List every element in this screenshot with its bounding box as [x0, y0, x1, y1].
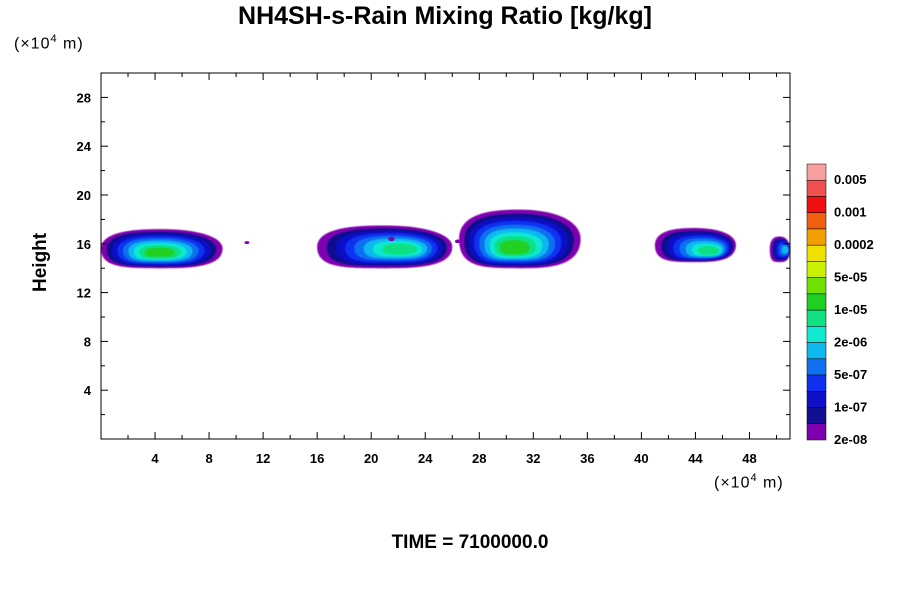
colorbar-label: 0.001: [834, 205, 867, 220]
x-tick-label: 16: [310, 451, 324, 466]
colorbar-swatch: [806, 293, 827, 311]
y-tick-label: 8: [84, 334, 91, 349]
colorbar-swatch: [806, 358, 827, 376]
x-tick-label: 28: [472, 451, 486, 466]
colorbar-swatch: [806, 244, 827, 262]
colorbar-swatch: [806, 309, 827, 327]
colorbar-swatch: [806, 228, 827, 246]
x-tick-label: 8: [205, 451, 212, 466]
y-tick-label: 12: [77, 286, 91, 301]
x-tick-label: 40: [634, 451, 648, 466]
colorbar-label: 5e-07: [834, 367, 867, 382]
cloud-contour: [499, 240, 530, 255]
colorbar-swatch: [806, 277, 827, 295]
cloud-cloud-4: [654, 227, 736, 263]
y-tick-label: 24: [77, 139, 92, 154]
x-tick-label: 20: [364, 451, 378, 466]
y-tick-label: 28: [77, 90, 91, 105]
colorbar-label: 0.005: [834, 172, 867, 187]
cloud-cloud-3: [459, 209, 581, 269]
x-tick-label: 44: [688, 451, 703, 466]
x-tick-label: 32: [526, 451, 540, 466]
plot-frame: [100, 72, 791, 440]
x-tick-label: 48: [742, 451, 756, 466]
chart-title: NH4SH-s-Rain Mixing Ratio [kg/kg]: [238, 2, 652, 30]
colorbar-swatch: [806, 179, 827, 197]
cloud-speck: [244, 241, 250, 245]
cloud-contour: [382, 243, 418, 255]
colorbar-swatch: [806, 423, 827, 441]
colorbar-swatch: [806, 374, 827, 392]
colorbar-swatch: [806, 196, 827, 213]
cloud-layer: [101, 209, 790, 269]
colorbar-swatch: [806, 261, 827, 278]
colorbar-swatch: [806, 163, 827, 181]
x-axis-unit: (×104 m): [714, 472, 784, 492]
colorbar-swatch: [806, 212, 827, 230]
x-tick-label: 24: [418, 451, 433, 466]
colorbar: 0.005 0.001 0.0002 5e-05 1e-05 2e-06 5e-07 1e-0…: [806, 163, 874, 447]
y-tick-label: 20: [77, 188, 91, 203]
cloud-speck: [388, 236, 395, 242]
colorbar-label: 1e-07: [834, 400, 867, 415]
cloud-cloud-1: [101, 229, 223, 269]
colorbar-swatch: [806, 391, 827, 408]
colorbar-swatch: [806, 326, 827, 343]
cloud-contour: [782, 245, 789, 254]
x-tick-label: 4: [151, 451, 159, 466]
y-axis-unit: (×104 m): [14, 33, 84, 53]
cloud-cloud-5: [769, 236, 790, 263]
time-label: TIME = 7100000.0: [391, 532, 549, 553]
cloud-cloud-2: [317, 225, 453, 269]
colorbar-label: 2e-08: [834, 432, 867, 447]
x-tick-label: 12: [256, 451, 270, 466]
x-tick-label: 36: [580, 451, 594, 466]
colorbar-label: 0.0002: [834, 237, 874, 252]
y-tick-label: 16: [77, 237, 91, 252]
colorbar-swatch: [806, 407, 827, 425]
cloud-speck: [454, 239, 461, 244]
y-tick-label: 4: [84, 383, 92, 398]
colorbar-label: 1e-05: [834, 302, 867, 317]
cloud-contour: [698, 246, 719, 255]
cloud-contour: [144, 247, 175, 258]
colorbar-swatch: [806, 342, 827, 360]
colorbar-label: 2e-06: [834, 335, 867, 350]
colorbar-label: 5e-05: [834, 270, 867, 285]
